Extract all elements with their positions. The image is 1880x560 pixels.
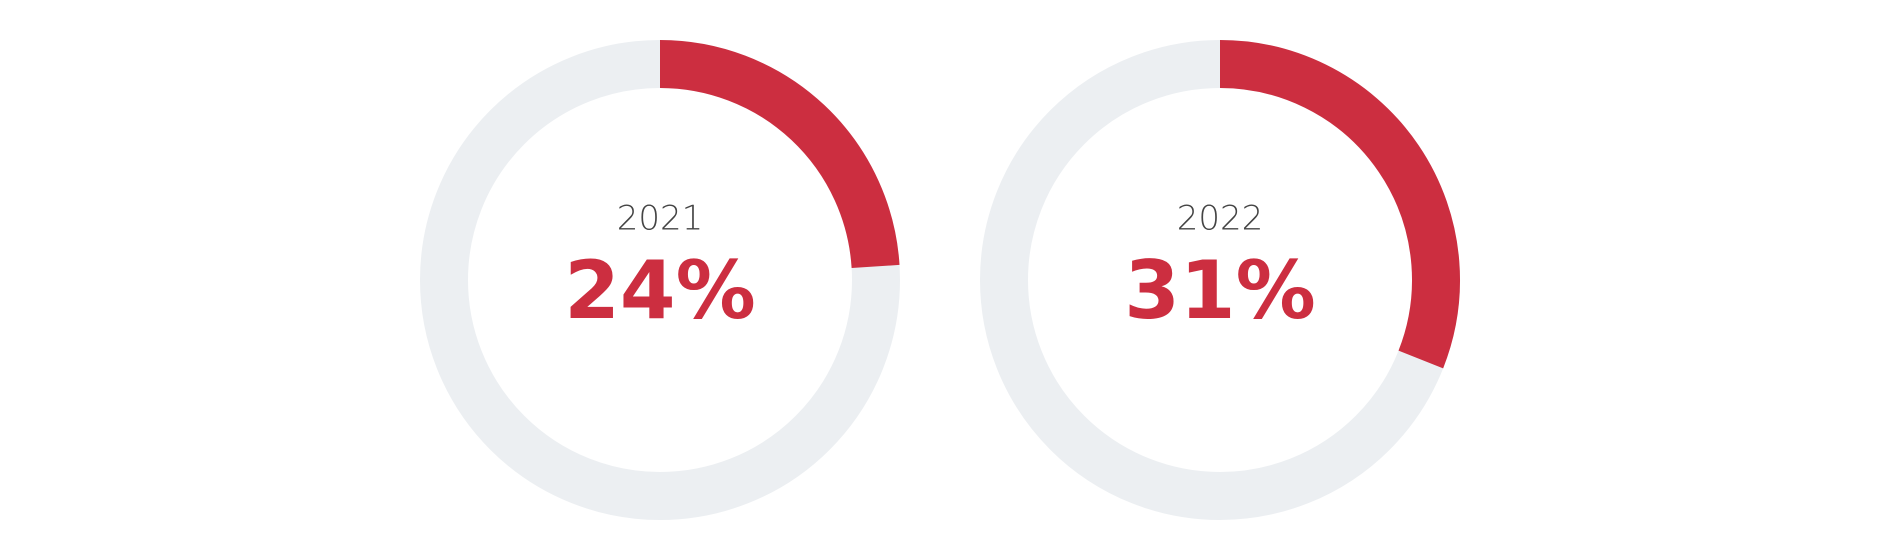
year-label: 2021 <box>617 199 704 239</box>
value-label: 31% <box>1124 244 1315 337</box>
donut-arc <box>1219 40 1460 369</box>
value-label: 24% <box>564 244 755 337</box>
donut-arc <box>659 40 900 269</box>
year-label: 2022 <box>1177 199 1264 239</box>
